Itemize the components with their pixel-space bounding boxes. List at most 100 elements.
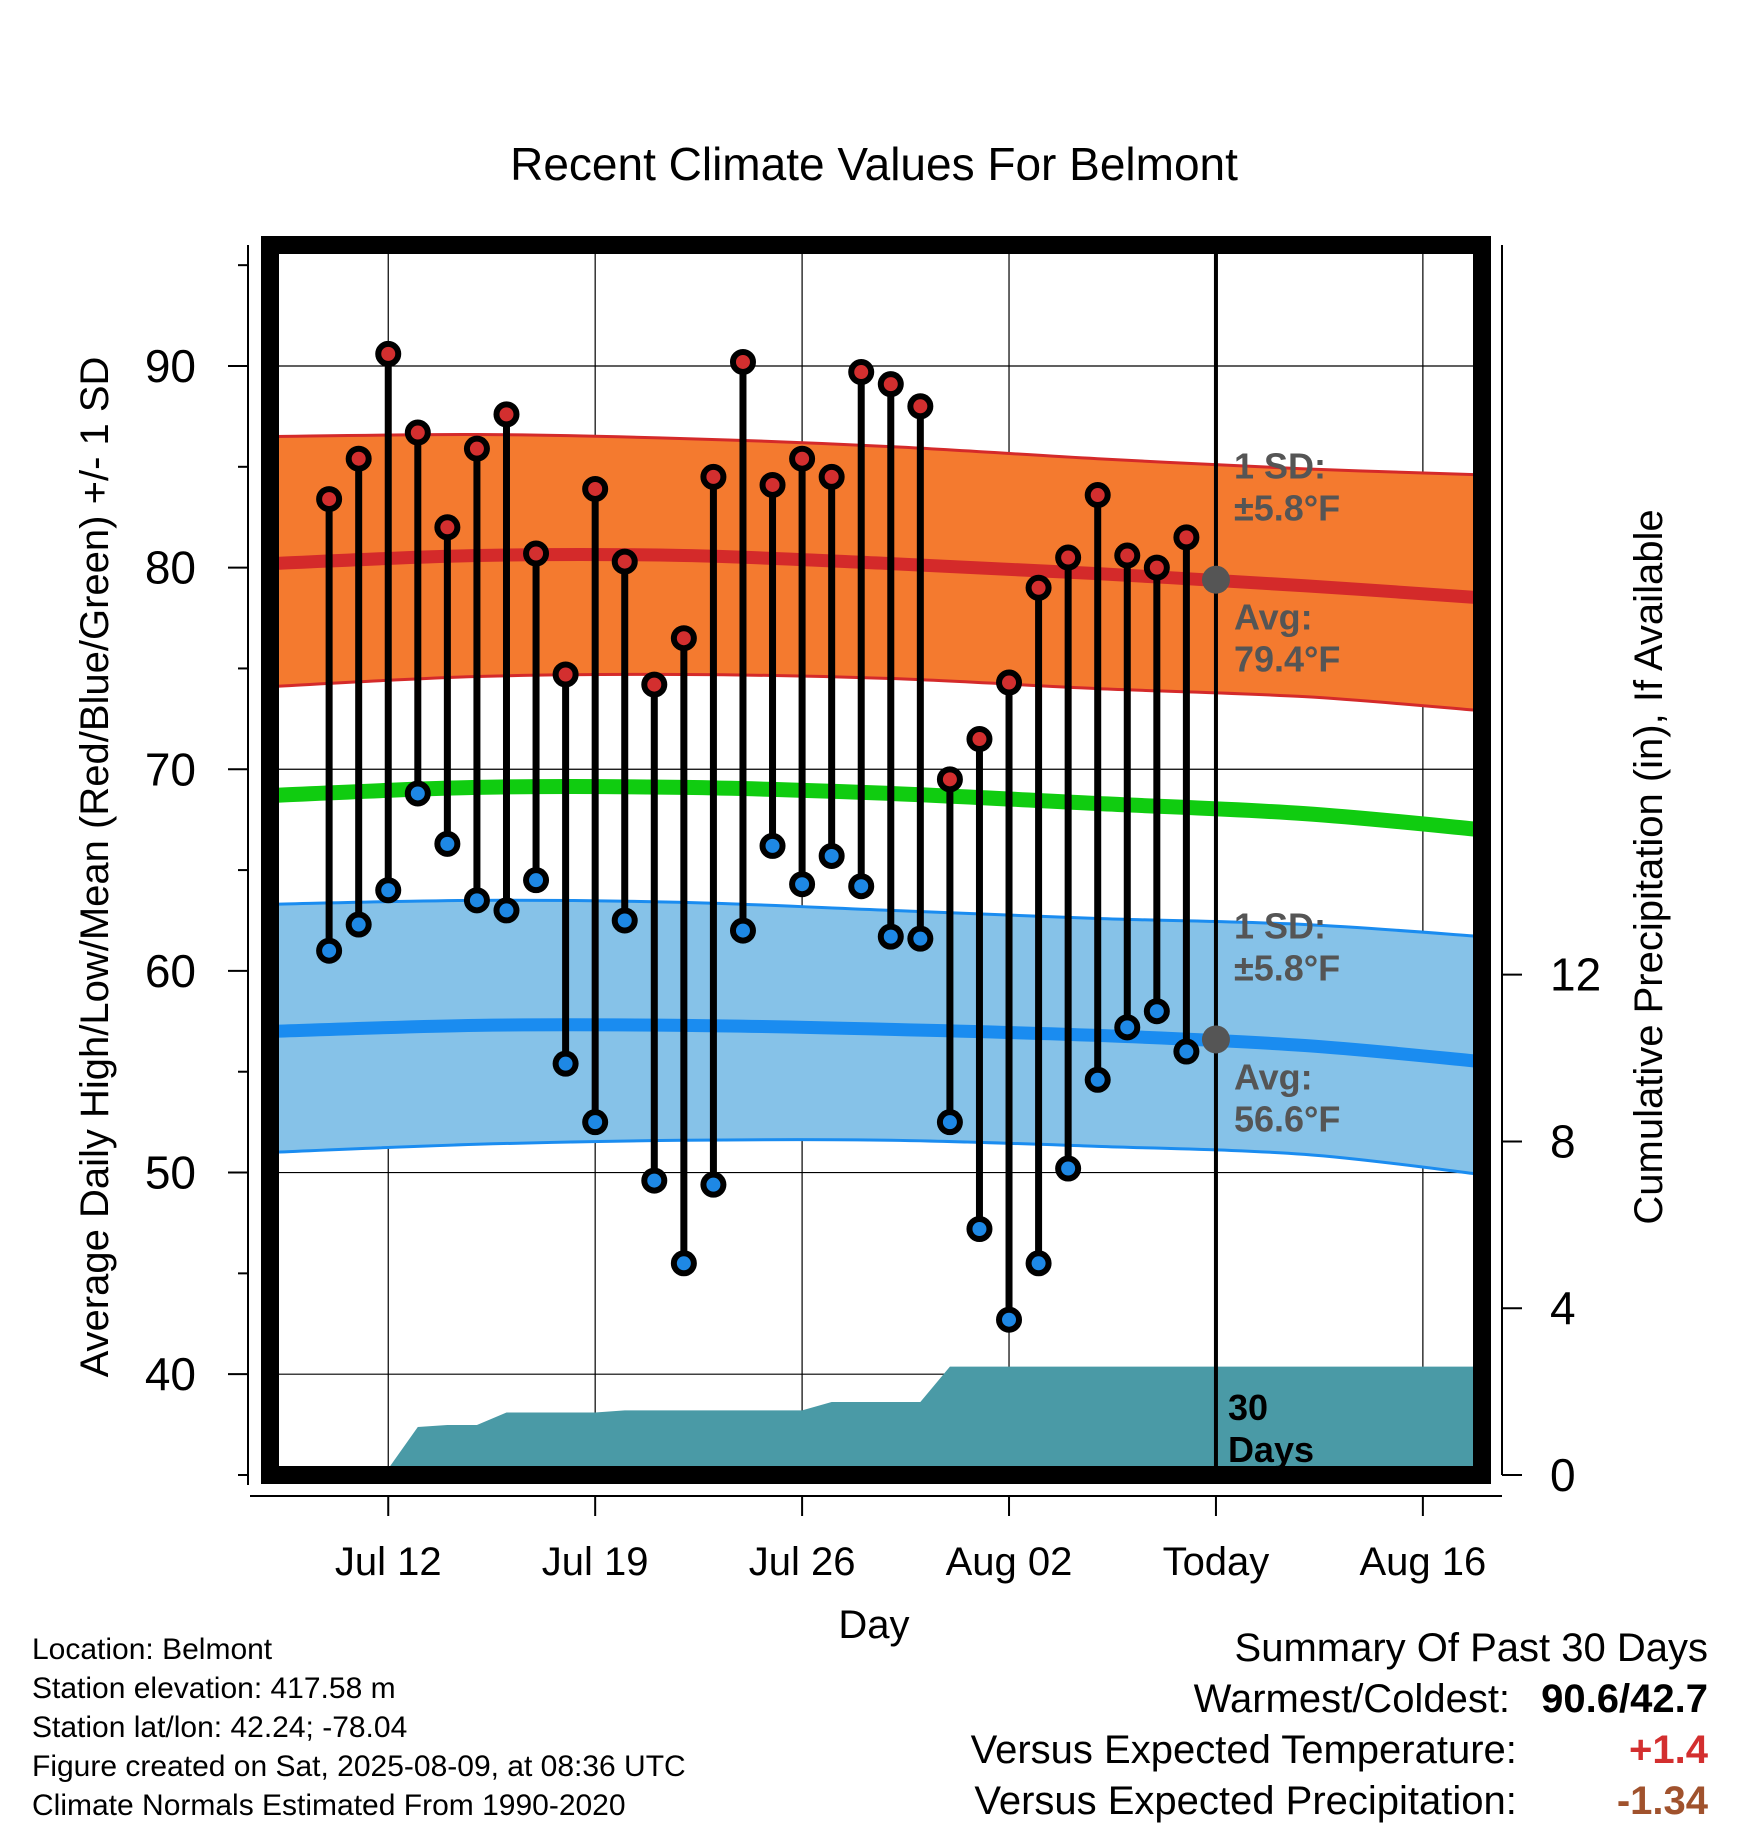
daily-high-point: [1025, 574, 1052, 601]
precip-tick-label: 4: [1550, 1282, 1576, 1334]
daily-high-point: [434, 514, 461, 541]
low-avg-annotation-line-1: Avg:: [1234, 1056, 1313, 1097]
y-tick-label: 70: [145, 743, 196, 795]
x-tick-label: Today: [1163, 1540, 1270, 1584]
summary-warmest-row: Warmest/Coldest: 90.6/42.7: [971, 1674, 1708, 1725]
x-tick-label: Jul 19: [542, 1540, 649, 1584]
y-tick-label: 90: [145, 340, 196, 392]
summary-precip-row: Versus Expected Precipitation: -1.34: [971, 1776, 1708, 1827]
y-tick-label: 80: [145, 542, 196, 594]
daily-low-point: [818, 842, 845, 869]
low-sd-annotation-line-1: 1 SD:: [1234, 905, 1326, 946]
daily-low-point: [463, 887, 490, 914]
daily-low-point: [1084, 1066, 1111, 1093]
daily-points: [316, 340, 1200, 1333]
daily-low-point: [375, 877, 402, 904]
daily-stems: [325, 353, 1190, 1320]
daily-high-point: [818, 463, 845, 490]
daily-high-point: [848, 359, 875, 386]
summary-panel: Summary Of Past 30 Days Warmest/Coldest:…: [971, 1623, 1708, 1827]
summary-warmest-label: Warmest/Coldest:: [1193, 1677, 1511, 1721]
today-marker: [1201, 245, 1230, 1475]
summary-precip-value: -1.34: [1616, 1779, 1708, 1823]
daily-high-point: [1114, 542, 1141, 569]
high-sd-annotation-line-2: ±5.8°F: [1234, 488, 1340, 529]
daily-high-point: [493, 401, 520, 428]
daily-high-point: [463, 435, 490, 462]
daily-high-point: [404, 419, 431, 446]
daily-high-point: [375, 340, 402, 367]
low-sd-band-lower-edge: [269, 1138, 1483, 1177]
daily-low-point: [996, 1306, 1023, 1333]
high-sd-band-fill: [270, 434, 1482, 711]
daily-high-point: [700, 463, 727, 490]
y-tick-label: 60: [145, 945, 196, 997]
daily-high-point: [789, 445, 816, 472]
daily-high-point: [1143, 554, 1170, 581]
daily-low-point: [700, 1171, 727, 1198]
x-tick-label: Jul 26: [749, 1540, 856, 1584]
daily-low-point: [759, 832, 786, 859]
y-tick-label: 40: [145, 1348, 196, 1400]
daily-high-point: [611, 548, 638, 575]
daily-high-point: [582, 475, 609, 502]
daily-high-point: [641, 671, 668, 698]
daily-high-point: [759, 471, 786, 498]
footer-created: Figure created on Sat, 2025-08-09, at 08…: [32, 1750, 686, 1783]
axes: 40 50 60 70 80 90 0 4 8 12 Jul 12 Jul 19 Jul 26 Aug 0…: [145, 245, 1601, 1584]
daily-low-point: [611, 907, 638, 934]
y-tick-label: 50: [145, 1147, 196, 1199]
daily-high-point: [907, 393, 934, 420]
summary-temp-label: Versus Expected Temperature:: [970, 1728, 1517, 1772]
daily-high-point: [996, 669, 1023, 696]
daily-high-point: [729, 348, 756, 375]
footer-elevation: Station elevation: 417.58 m: [32, 1672, 396, 1705]
days-annotation-line-2: Days: [1228, 1429, 1314, 1470]
low-normal-line: [269, 1018, 1483, 1069]
footer-location: Location: Belmont: [32, 1633, 273, 1666]
footer-normals: Climate Normals Estimated From 1990-2020: [32, 1789, 626, 1822]
daily-low-point: [1114, 1014, 1141, 1041]
daily-high-point: [877, 371, 904, 398]
daily-low-point: [434, 830, 461, 857]
plot-frame: [261, 236, 1491, 1484]
daily-high-point: [552, 661, 579, 688]
daily-low-point: [1025, 1250, 1052, 1277]
footer-info: Location: Belmont Station elevation: 417…: [32, 1630, 686, 1825]
y-axis-right-label: Cumulative Precipitation (in), If Availa…: [1627, 509, 1671, 1224]
daily-low-point: [493, 897, 520, 924]
daily-low-point: [729, 917, 756, 944]
daily-low-point: [936, 1109, 963, 1136]
precip-tick-label: 0: [1550, 1449, 1576, 1501]
mean-normal-line: [269, 779, 1483, 838]
days-annotation-line-1: 30: [1228, 1387, 1268, 1428]
chart-title: Recent Climate Values For Belmont: [510, 138, 1238, 190]
today-high-normal-marker: [1201, 565, 1230, 594]
footer-latlon: Station lat/lon: 42.24; -78.04: [32, 1711, 408, 1744]
daily-high-point: [316, 486, 343, 513]
grid: [270, 245, 1482, 1475]
daily-high-point: [1055, 544, 1082, 571]
plot-border: [261, 236, 1491, 1484]
daily-high-point: [966, 726, 993, 753]
low-avg-annotation-line-2: 56.6°F: [1234, 1098, 1340, 1139]
daily-high-point: [936, 766, 963, 793]
x-axis-label: Day: [838, 1603, 909, 1647]
today-low-normal-marker: [1201, 1025, 1230, 1054]
summary-precip-label: Versus Expected Precipitation:: [974, 1779, 1517, 1823]
daily-low-point: [523, 867, 550, 894]
daily-high-point: [670, 625, 697, 652]
daily-high-point: [1173, 524, 1200, 551]
daily-low-point: [877, 923, 904, 950]
low-sd-annotation-line-2: ±5.8°F: [1234, 947, 1340, 988]
daily-low-point: [1173, 1038, 1200, 1065]
precip-cumulative-area: [270, 1366, 1482, 1475]
daily-low-point: [907, 925, 934, 952]
daily-low-point: [1055, 1155, 1082, 1182]
summary-temp-row: Versus Expected Temperature: +1.4: [971, 1725, 1708, 1776]
summary-temp-value: +1.4: [1629, 1728, 1708, 1772]
low-sd-band-fill: [270, 900, 1482, 1175]
daily-high-point: [1084, 482, 1111, 509]
summary-heading: Summary Of Past 30 Days: [1234, 1626, 1708, 1670]
